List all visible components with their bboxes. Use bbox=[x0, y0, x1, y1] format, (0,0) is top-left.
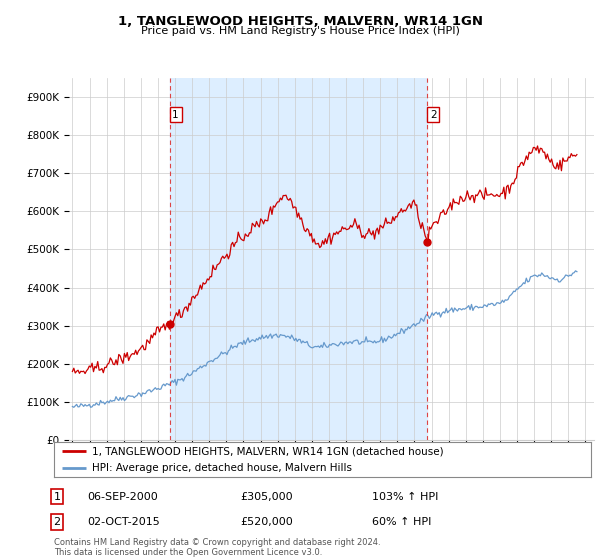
Text: HPI: Average price, detached house, Malvern Hills: HPI: Average price, detached house, Malv… bbox=[92, 464, 352, 473]
Text: Price paid vs. HM Land Registry's House Price Index (HPI): Price paid vs. HM Land Registry's House … bbox=[140, 26, 460, 36]
Text: 1, TANGLEWOOD HEIGHTS, MALVERN, WR14 1GN (detached house): 1, TANGLEWOOD HEIGHTS, MALVERN, WR14 1GN… bbox=[92, 446, 443, 456]
Text: 06-SEP-2000: 06-SEP-2000 bbox=[87, 492, 158, 502]
Text: 1: 1 bbox=[53, 492, 61, 502]
Text: 2: 2 bbox=[53, 517, 61, 527]
Text: 1: 1 bbox=[172, 110, 179, 119]
Text: £520,000: £520,000 bbox=[240, 517, 293, 527]
Text: 103% ↑ HPI: 103% ↑ HPI bbox=[372, 492, 439, 502]
Text: £305,000: £305,000 bbox=[240, 492, 293, 502]
Text: Contains HM Land Registry data © Crown copyright and database right 2024.
This d: Contains HM Land Registry data © Crown c… bbox=[54, 538, 380, 557]
Bar bbox=[170, 78, 427, 440]
Text: 2: 2 bbox=[430, 110, 436, 119]
Text: 60% ↑ HPI: 60% ↑ HPI bbox=[372, 517, 431, 527]
Text: 1, TANGLEWOOD HEIGHTS, MALVERN, WR14 1GN: 1, TANGLEWOOD HEIGHTS, MALVERN, WR14 1GN bbox=[118, 15, 482, 28]
Text: 02-OCT-2015: 02-OCT-2015 bbox=[87, 517, 160, 527]
